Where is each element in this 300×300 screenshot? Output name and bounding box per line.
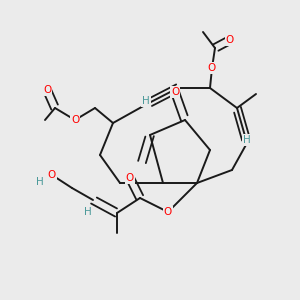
Text: O: O [71, 115, 79, 125]
Text: H: H [36, 177, 44, 187]
Text: O: O [126, 173, 134, 183]
Text: H: H [84, 207, 92, 217]
Text: H: H [243, 135, 251, 145]
Text: O: O [164, 207, 172, 217]
Text: O: O [208, 63, 216, 73]
Text: O: O [48, 170, 56, 180]
Text: O: O [226, 35, 234, 45]
Text: H: H [142, 96, 150, 106]
Text: O: O [43, 85, 51, 95]
Text: O: O [171, 87, 179, 97]
